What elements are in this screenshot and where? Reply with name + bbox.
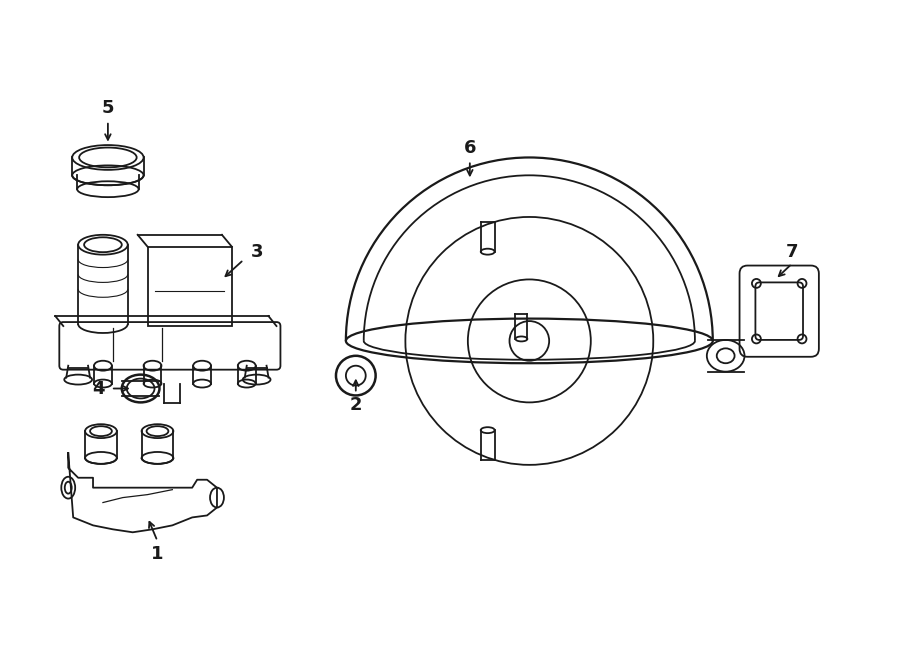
Text: 1: 1: [151, 545, 164, 563]
Text: 2: 2: [349, 397, 362, 414]
Text: 7: 7: [786, 243, 798, 260]
Text: 5: 5: [102, 99, 114, 117]
Text: 3: 3: [250, 243, 263, 260]
Text: 4: 4: [92, 379, 104, 397]
Text: 6: 6: [464, 139, 476, 157]
